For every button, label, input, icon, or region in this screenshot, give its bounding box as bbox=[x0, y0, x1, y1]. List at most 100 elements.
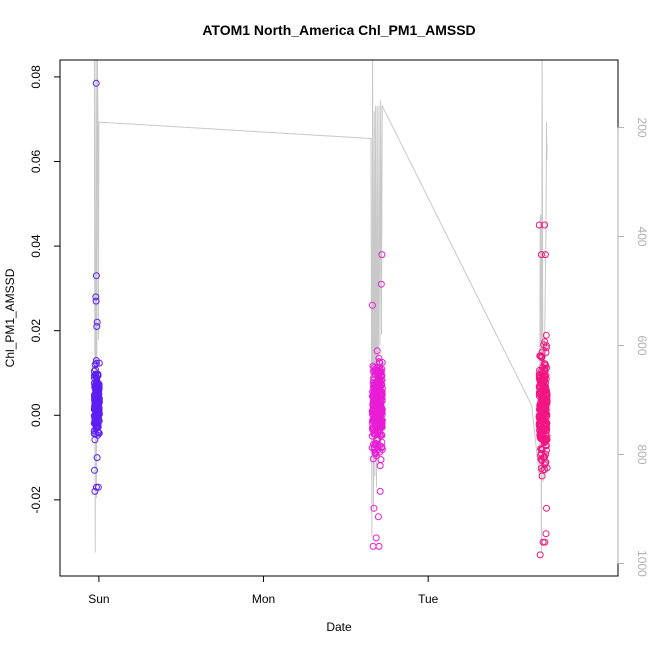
data-point bbox=[538, 367, 546, 375]
data-point bbox=[541, 251, 549, 259]
data-point bbox=[541, 459, 549, 467]
data-point bbox=[536, 377, 544, 385]
data-point bbox=[378, 359, 386, 366]
data-point bbox=[94, 412, 102, 420]
data-point bbox=[370, 504, 378, 512]
data-point bbox=[536, 404, 544, 412]
data-point bbox=[375, 354, 383, 362]
data-point bbox=[374, 513, 382, 521]
data-point bbox=[369, 379, 377, 387]
data-point bbox=[378, 251, 386, 259]
data-point bbox=[92, 293, 100, 301]
data-point bbox=[369, 397, 377, 405]
y2-tick-label: 1000 bbox=[635, 550, 649, 577]
data-point bbox=[90, 372, 98, 379]
data-point bbox=[369, 400, 377, 408]
x-axis-label: Date bbox=[326, 620, 352, 634]
data-point bbox=[378, 407, 386, 415]
data-point bbox=[536, 352, 544, 360]
data-point bbox=[535, 392, 543, 400]
data-point bbox=[541, 538, 549, 546]
data-point bbox=[91, 361, 99, 369]
chart-title: ATOM1 North_America Chl_PM1_AMSSD bbox=[202, 22, 475, 38]
data-point bbox=[369, 408, 377, 416]
data-point bbox=[543, 398, 551, 406]
data-point bbox=[369, 455, 377, 463]
data-point bbox=[92, 272, 100, 280]
data-point bbox=[543, 395, 551, 403]
data-point bbox=[92, 406, 100, 414]
data-point bbox=[92, 297, 100, 305]
y2-tick-label: 600 bbox=[635, 336, 649, 356]
y-tick-label: -0.02 bbox=[29, 486, 43, 514]
data-point bbox=[539, 466, 547, 474]
data-point bbox=[377, 280, 385, 288]
y2-tick-label: 400 bbox=[635, 227, 649, 247]
data-point bbox=[93, 318, 101, 326]
data-point bbox=[537, 414, 545, 422]
data-point bbox=[373, 347, 381, 355]
data-point bbox=[538, 446, 546, 454]
x-tick-label: Tue bbox=[418, 592, 439, 606]
points-layer bbox=[90, 79, 551, 559]
data-point bbox=[537, 251, 545, 259]
data-point bbox=[90, 430, 98, 438]
data-point bbox=[537, 433, 545, 441]
data-point bbox=[543, 504, 550, 512]
data-point bbox=[91, 487, 99, 495]
data-point bbox=[93, 382, 101, 390]
data-point bbox=[378, 431, 386, 439]
data-point bbox=[541, 385, 549, 392]
data-point bbox=[90, 367, 98, 375]
x-tick-label: Mon bbox=[252, 592, 275, 606]
y-tick-label: 0.00 bbox=[29, 403, 43, 427]
y2-tick-label: 200 bbox=[635, 118, 649, 138]
data-point bbox=[538, 354, 546, 361]
data-point bbox=[94, 431, 102, 439]
data-point bbox=[376, 487, 384, 495]
data-point bbox=[376, 390, 384, 398]
data-point bbox=[370, 387, 378, 395]
data-point bbox=[93, 359, 100, 367]
data-point bbox=[541, 360, 548, 368]
data-point bbox=[94, 483, 102, 491]
data-point bbox=[371, 366, 378, 374]
x-tick-label: Sun bbox=[88, 592, 109, 606]
y-tick-label: 0.08 bbox=[29, 65, 43, 89]
data-point bbox=[376, 462, 384, 470]
data-point bbox=[376, 448, 384, 456]
data-point bbox=[376, 359, 384, 367]
data-point bbox=[92, 79, 100, 87]
data-point bbox=[538, 348, 546, 356]
y-tick-label: 0.04 bbox=[29, 234, 43, 258]
data-point bbox=[373, 441, 380, 449]
data-point bbox=[371, 422, 379, 430]
data-point bbox=[91, 466, 98, 474]
data-point bbox=[93, 323, 101, 330]
data-point bbox=[369, 542, 377, 550]
data-point bbox=[535, 221, 543, 229]
data-point bbox=[542, 530, 550, 538]
data-point bbox=[375, 369, 383, 377]
altitude-line bbox=[93, 60, 548, 553]
altitude-line-layer bbox=[93, 60, 548, 553]
data-point bbox=[537, 423, 545, 431]
data-point bbox=[377, 415, 385, 422]
data-point bbox=[93, 391, 101, 399]
y-tick-label: 0.06 bbox=[29, 150, 43, 174]
y2-tick-label: 800 bbox=[635, 444, 649, 464]
data-point bbox=[368, 301, 376, 309]
data-point bbox=[542, 349, 550, 356]
y-axis-label: Chl_PM1_AMSSD bbox=[3, 268, 17, 367]
data-point bbox=[95, 359, 103, 367]
data-point bbox=[377, 456, 385, 464]
data-point bbox=[372, 534, 380, 542]
data-point bbox=[371, 410, 379, 418]
data-point bbox=[93, 454, 101, 462]
data-point bbox=[537, 388, 545, 396]
data-point bbox=[536, 551, 544, 559]
data-point bbox=[541, 221, 549, 229]
data-point bbox=[92, 370, 99, 378]
data-point bbox=[542, 441, 550, 449]
